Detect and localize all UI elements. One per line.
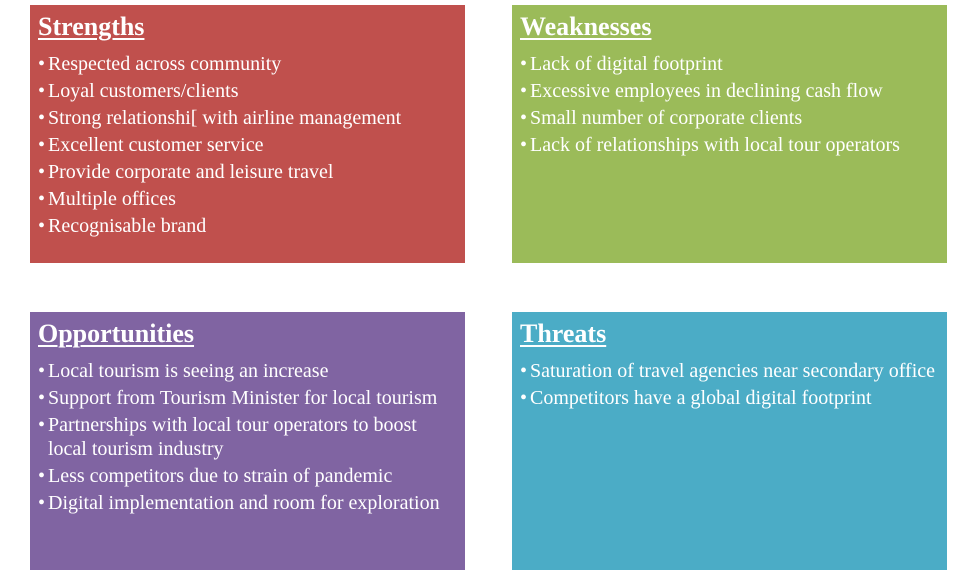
threats-item: Competitors have a global digital footpr…: [520, 386, 939, 410]
strengths-item: Respected across community: [38, 52, 457, 76]
strengths-item: Loyal customers/clients: [38, 79, 457, 103]
strengths-item: Excellent customer service: [38, 133, 457, 157]
strengths-item: Strong relationshi[ with airline managem…: [38, 106, 457, 130]
threats-list: Saturation of travel agencies near secon…: [520, 359, 939, 410]
threats-title: Threats: [520, 319, 607, 348]
weaknesses-item: Lack of relationships with local tour op…: [520, 133, 939, 157]
weaknesses-list: Lack of digital footprint Excessive empl…: [520, 52, 939, 157]
opportunities-item: Digital implementation and room for expl…: [38, 491, 457, 515]
weaknesses-item: Lack of digital footprint: [520, 52, 939, 76]
weaknesses-title: Weaknesses: [520, 12, 652, 41]
threats-box: Threats Saturation of travel agencies ne…: [512, 312, 947, 570]
opportunities-list: Local tourism is seeing an increase Supp…: [38, 359, 457, 515]
opportunities-title: Opportunities: [38, 319, 195, 348]
weaknesses-box: Weaknesses Lack of digital footprint Exc…: [512, 5, 947, 263]
strengths-box: Strengths Respected across community Loy…: [30, 5, 465, 263]
opportunities-item: Less competitors due to strain of pandem…: [38, 464, 457, 488]
threats-item: Saturation of travel agencies near secon…: [520, 359, 939, 383]
strengths-item: Recognisable brand: [38, 214, 457, 238]
weaknesses-item: Excessive employees in declining cash fl…: [520, 79, 939, 103]
strengths-item: Multiple offices: [38, 187, 457, 211]
opportunities-item: Local tourism is seeing an increase: [38, 359, 457, 383]
strengths-title: Strengths: [38, 12, 145, 41]
opportunities-item: Partnerships with local tour operators t…: [38, 413, 457, 461]
strengths-item: Provide corporate and leisure travel: [38, 160, 457, 184]
weaknesses-item: Small number of corporate clients: [520, 106, 939, 130]
opportunities-box: Opportunities Local tourism is seeing an…: [30, 312, 465, 570]
opportunities-item: Support from Tourism Minister for local …: [38, 386, 457, 410]
strengths-list: Respected across community Loyal custome…: [38, 52, 457, 238]
